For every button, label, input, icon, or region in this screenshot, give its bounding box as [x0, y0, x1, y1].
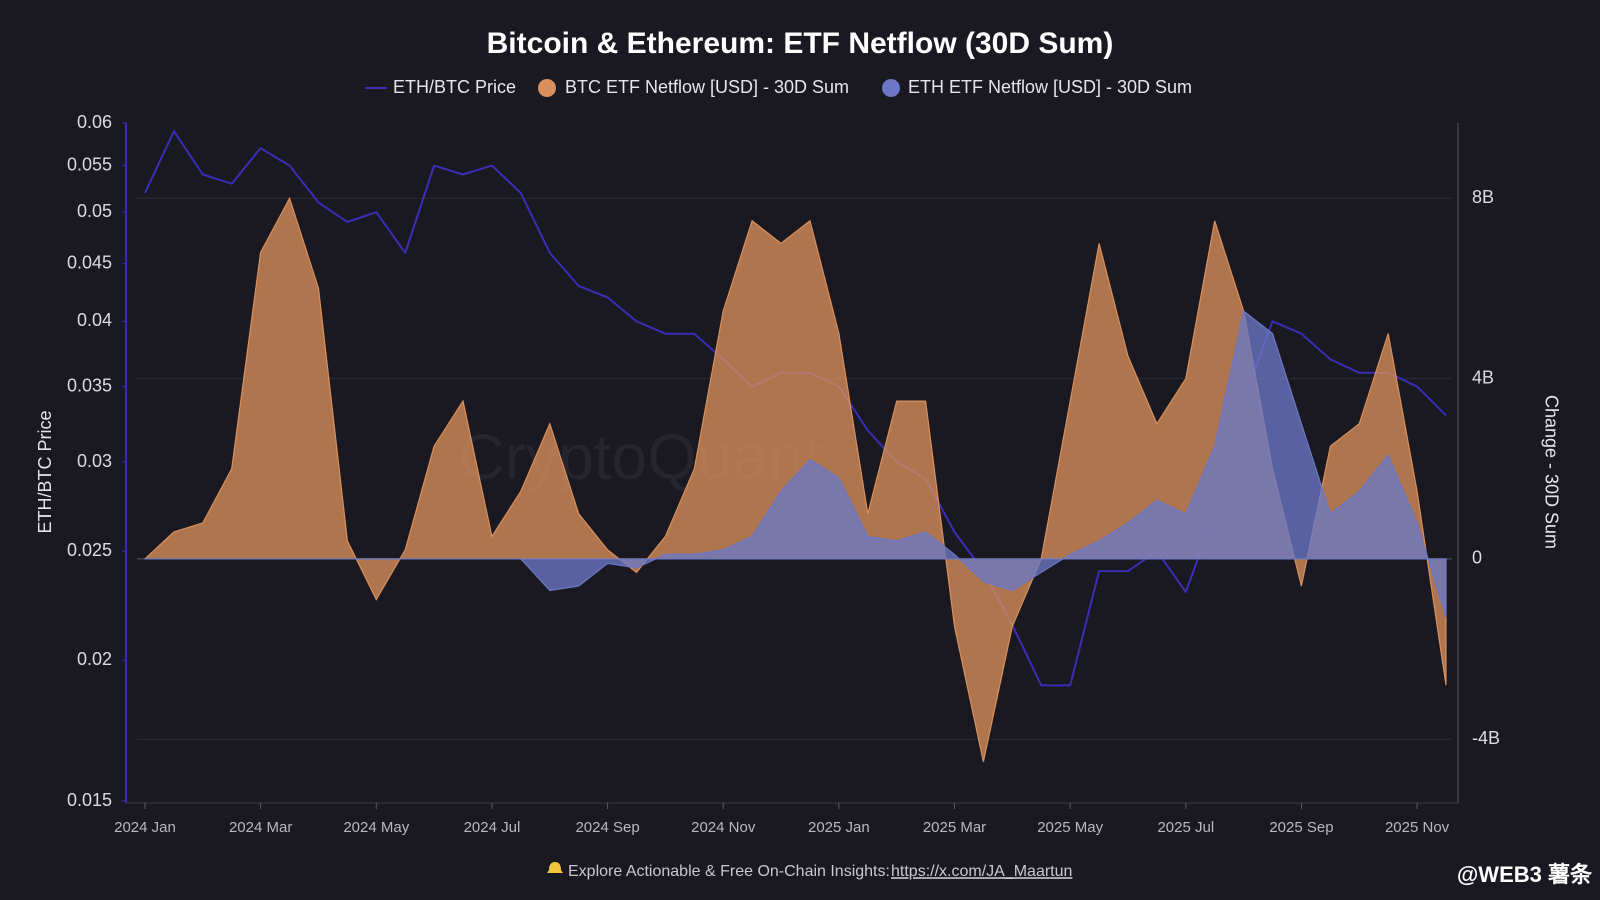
footer: Explore Actionable & Free On-Chain Insig… [547, 862, 1072, 880]
y2-tick-label: 0 [1472, 548, 1482, 568]
x-tick-label: 2024 May [343, 819, 409, 836]
x-tick-label: 2024 Sep [575, 819, 639, 836]
y-tick-label: 0.035 [67, 375, 112, 395]
legend-swatch [882, 79, 900, 97]
x-tick-label: 2025 May [1037, 819, 1103, 836]
footer-link[interactable]: https://x.com/JA_Maartun [891, 863, 1072, 880]
x-tick-label: 2025 Jan [808, 819, 870, 836]
y2-axis-title: Change - 30D Sum [1541, 395, 1561, 549]
y-tick-label: 0.055 [67, 154, 112, 174]
y-tick-label: 0.04 [77, 310, 112, 330]
y-tick-label: 0.05 [77, 201, 112, 221]
legend-label: ETH/BTC Price [393, 77, 516, 97]
x-tick-label: 2024 Mar [229, 819, 292, 836]
y2-tick-label: -4B [1472, 728, 1500, 748]
y-tick-label: 0.015 [67, 790, 112, 810]
y-axis-title: ETH/BTC Price [35, 410, 55, 533]
y-tick-label: 0.045 [67, 252, 112, 272]
credit: @WEB3 薯条 [1457, 862, 1593, 887]
x-tick-label: 2025 Sep [1269, 819, 1333, 836]
x-tick-label: 2025 Nov [1385, 819, 1450, 836]
y2-tick-label: 4B [1472, 367, 1494, 387]
footer-text: Explore Actionable & Free On-Chain Insig… [568, 863, 890, 880]
legend-swatch [538, 79, 556, 97]
x-tick-label: 2025 Mar [923, 819, 986, 836]
x-tick-label: 2024 Jan [114, 819, 176, 836]
x-tick-label: 2024 Nov [691, 819, 756, 836]
y-tick-label: 0.03 [77, 451, 112, 471]
netflow-area [144, 309, 1447, 618]
y-tick-label: 0.025 [67, 540, 112, 560]
legend-label: ETH ETF Netflow [USD] - 30D Sum [908, 77, 1192, 97]
y2-tick-label: 8B [1472, 187, 1494, 207]
chart-title: Bitcoin & Ethereum: ETF Netflow (30D Sum… [487, 27, 1114, 60]
x-tick-label: 2024 Jul [464, 819, 521, 836]
legend-label: BTC ETF Netflow [USD] - 30D Sum [565, 77, 849, 97]
bell-icon [547, 862, 563, 873]
x-tick-label: 2025 Jul [1157, 819, 1214, 836]
y-tick-label: 0.06 [77, 112, 112, 132]
y-tick-label: 0.02 [77, 649, 112, 669]
